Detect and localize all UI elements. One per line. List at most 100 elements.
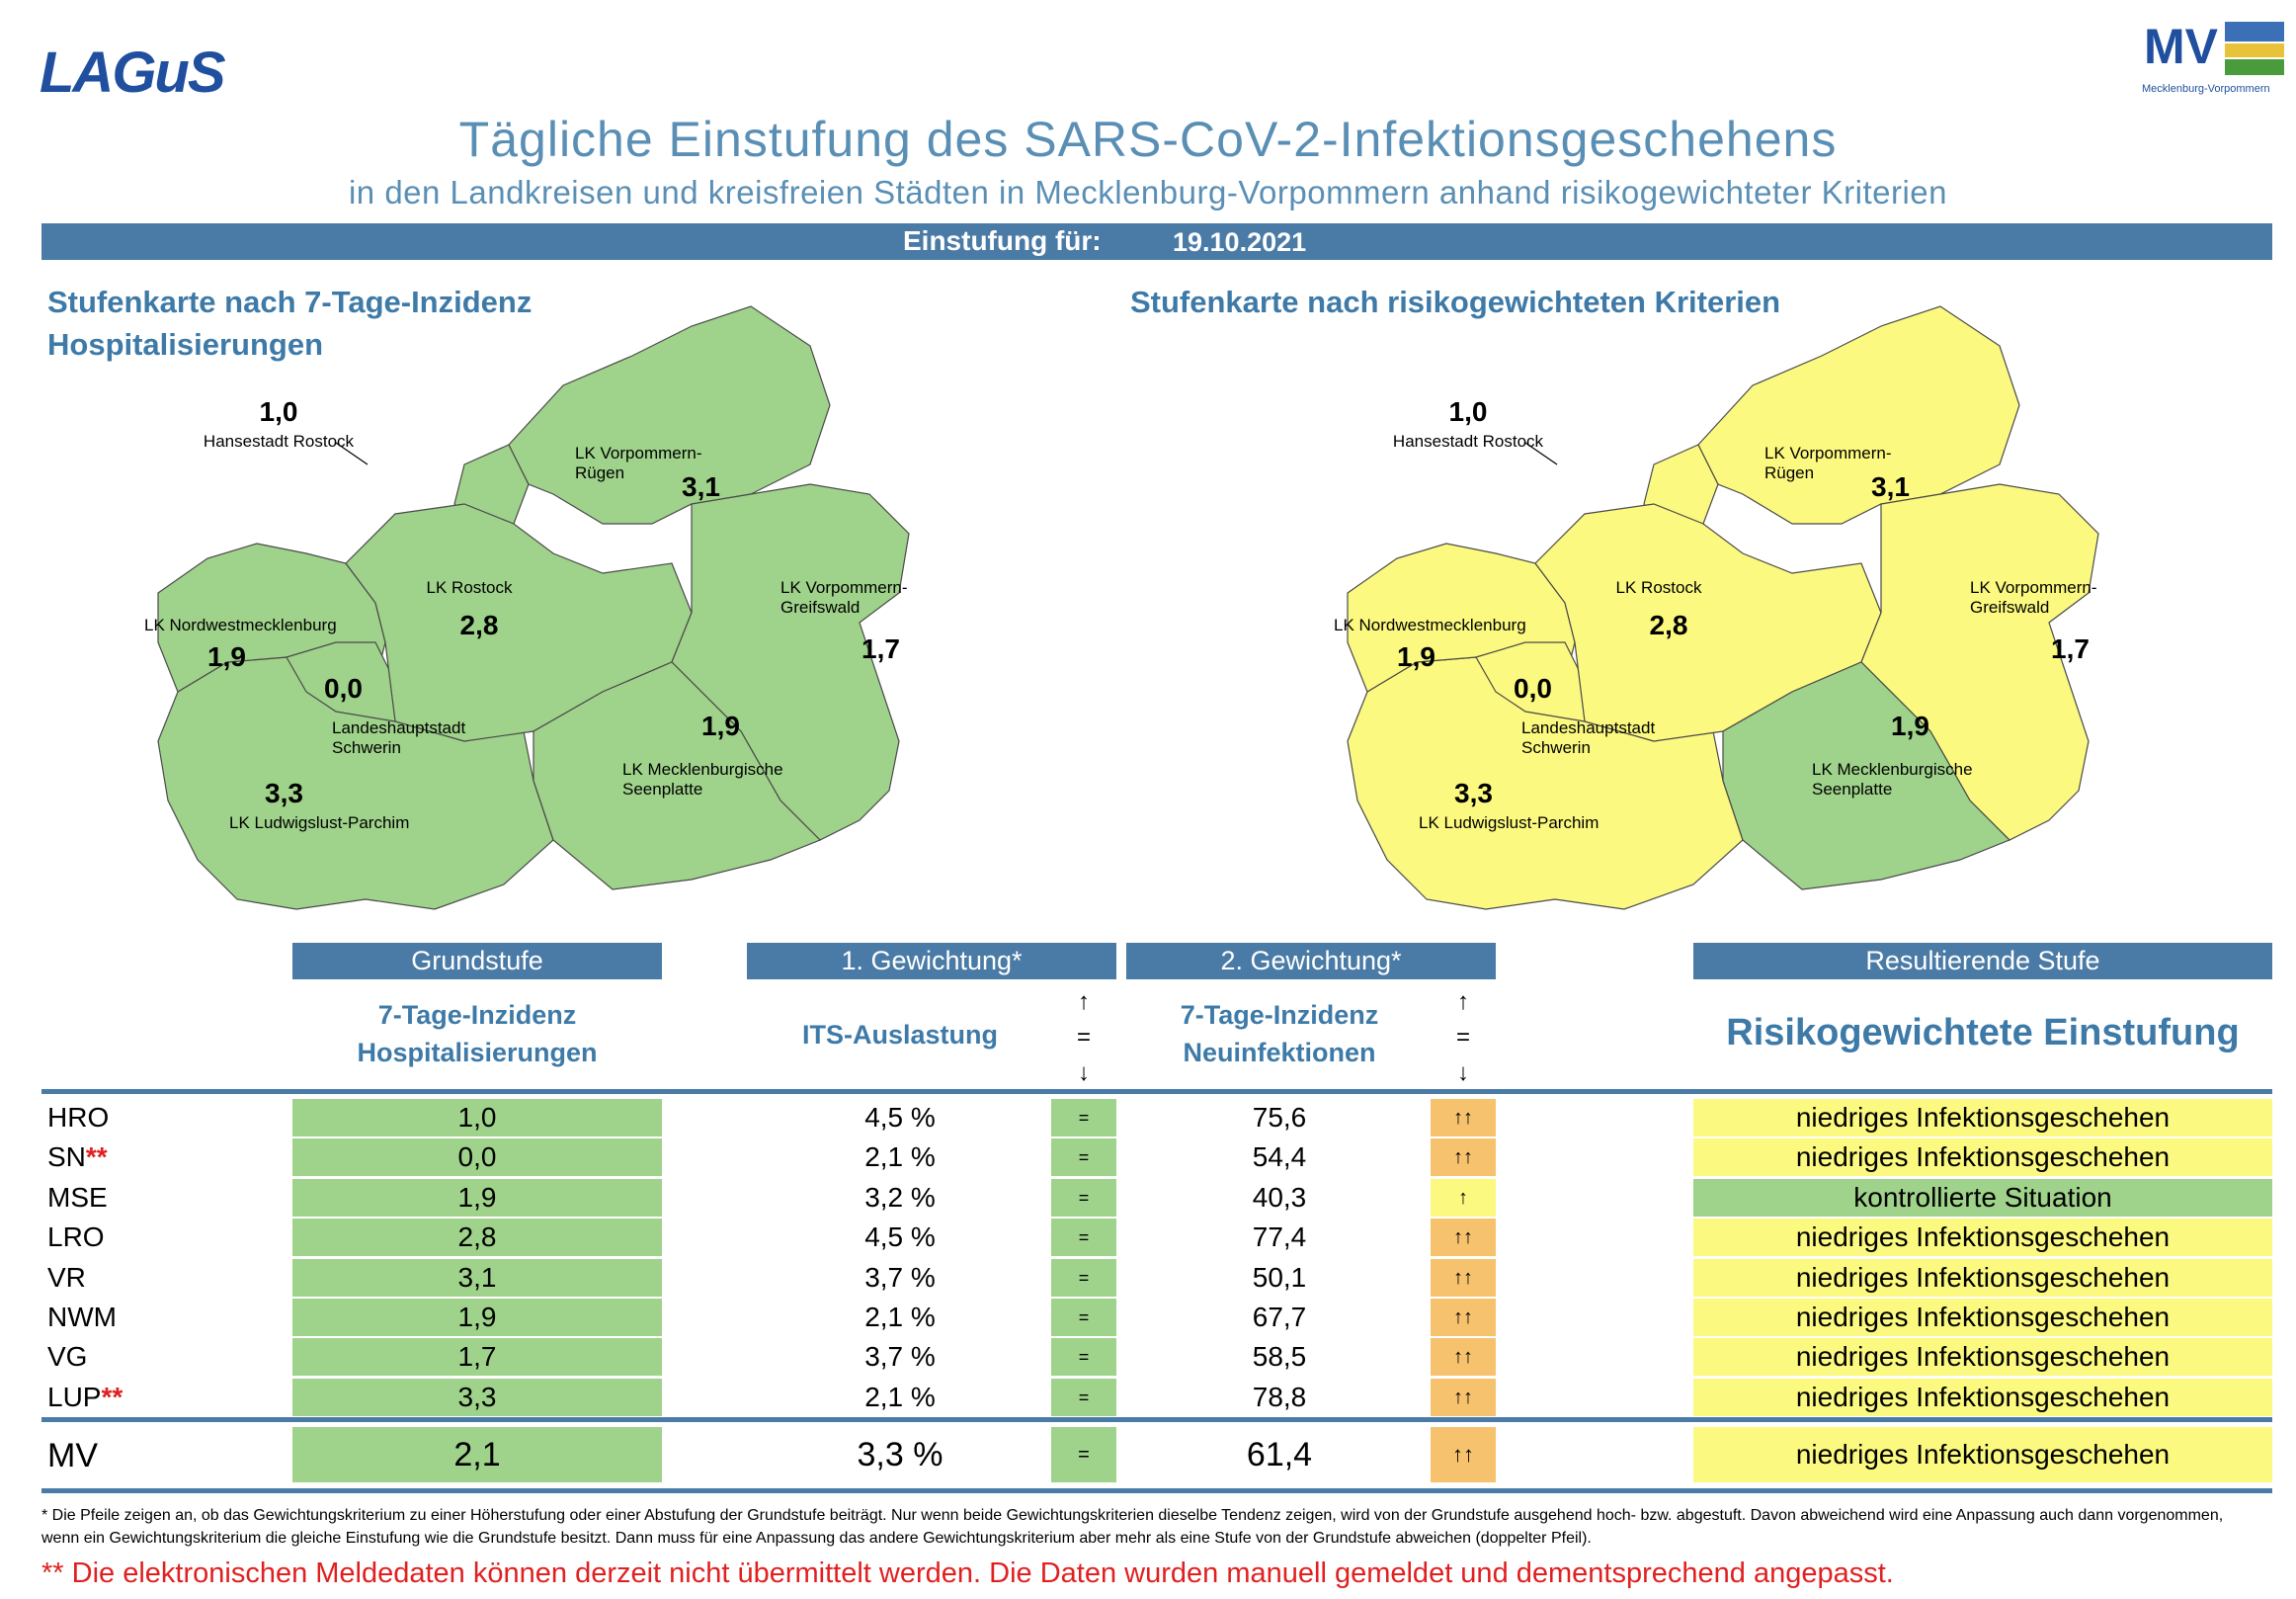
row-trend1: = [1051,1338,1116,1376]
row-result: kontrollierte Situation [1693,1179,2272,1217]
row-grund: 3,3 [292,1379,662,1416]
map-left-vg-name2: Greifswald [780,598,860,617]
arrow-down-1: ↓ [1078,1059,1090,1086]
row-its: 3,7 % [864,1262,936,1293]
row-inz: 67,7 [1252,1302,1307,1332]
row-trend2: ↑↑ [1431,1219,1496,1256]
row-trend1: = [1051,1379,1116,1416]
date-value: 19.10.2021 [1173,227,1307,257]
map-right-nwm-value: 1,9 [1397,641,1435,672]
row-inz: 77,4 [1252,1221,1307,1252]
mv-logo-icon [2225,22,2284,75]
map-right-sn-value: 0,0 [1514,673,1552,704]
row-trend1: = [1051,1259,1116,1297]
row-abbr: VG [47,1338,245,1376]
map-right-mse-value: 1,9 [1891,711,1929,741]
col-head-result: Resultierende Stufe [1693,943,2272,979]
row-trend1: = [1051,1138,1116,1176]
map-left-sn-name1: Landeshauptstadt [332,718,465,737]
row-abbr: HRO [47,1099,245,1136]
manual-note: ** Die elektronischen Meldedaten können … [41,1557,1894,1589]
row-abbr: SN** [47,1138,245,1176]
map-left-vr-name1: LK Vorpommern- [575,444,702,463]
row-trend2: ↑ [1431,1179,1496,1217]
row-trend1: = [1051,1099,1116,1136]
region-mse [533,661,822,890]
map-left: 1,0 Hansestadt Rostock LK Vorpommern- Rü… [144,305,910,910]
map-right-vr-name2: Rügen [1764,463,1814,482]
subhead-inz-line2: Neuinfektionen [1183,1038,1376,1067]
map-left-nwm-name: LK Nordwestmecklenburg [144,616,337,634]
total-grund: 2,1 [292,1427,662,1482]
map-left-vr-value: 3,1 [682,471,720,502]
row-trend2: ↑↑ [1431,1299,1496,1336]
row-result: niedriges Infektionsgeschehen [1693,1219,2272,1256]
date-bar: Einstufung für: 19.10.2021 [41,223,2272,260]
row-abbr-text: LUP [47,1382,102,1412]
map-left-lro-value: 2,8 [460,610,499,640]
row-its: 3,7 % [864,1341,936,1372]
row-abbr: MSE [47,1179,245,1217]
subhead-arrows-2: ↑ = ↓ [1446,984,1480,1091]
row-grund: 3,1 [292,1259,662,1297]
map-right-mse-name1: LK Mecklenburgische [1812,760,1973,779]
subhead-inz-line1: 7-Tage-Inzidenz [1180,1000,1379,1030]
row-inz: 40,3 [1252,1182,1307,1213]
row-abbr-star: ** [101,1382,123,1412]
row-its: 2,1 % [864,1302,936,1332]
map-right-nwm-name: LK Nordwestmecklenburg [1334,616,1526,634]
row-grund: 1,9 [292,1179,662,1217]
row-abbr-text: NWM [47,1302,117,1332]
map-right-sn-name1: Landeshauptstadt [1521,718,1655,737]
row-grund: 2,8 [292,1219,662,1256]
row-trend1: = [1051,1299,1116,1336]
row-abbr: LUP** [47,1379,245,1416]
subhead-its: ITS-Auslastung [801,1020,998,1050]
total-abbr: MV [47,1437,98,1474]
row-result: niedriges Infektionsgeschehen [1693,1379,2272,1416]
total-trend1: = [1051,1427,1116,1482]
total-trend2: ↑↑ [1431,1427,1496,1482]
arrow-down-2: ↓ [1457,1059,1469,1086]
map-right-vr-value: 3,1 [1871,471,1910,502]
subhead-arrows-1: ↑ = ↓ [1067,984,1101,1091]
map-right-vg-name2: Greifswald [1970,598,2049,617]
map-left-mse-name1: LK Mecklenburgische [622,760,783,779]
region-vr [508,305,831,525]
row-abbr-star: ** [85,1141,108,1172]
map-right-vr-name1: LK Vorpommern- [1764,444,1892,463]
row-abbr-text: LRO [47,1221,105,1252]
map-left-heading-line2: Hospitalisierungen [47,327,324,362]
row-inz: 58,5 [1252,1341,1307,1372]
row-its: 2,1 % [864,1382,936,1412]
subhead-grund-line2: Hospitalisierungen [357,1038,598,1067]
map-left-heading-line1: Stufenkarte nach 7-Tage-Inzidenz [47,285,533,319]
map-right: 1,0 Hansestadt Rostock LK Vorpommern- Rü… [1334,305,2099,910]
map-right-hro-value: 1,0 [1449,396,1488,427]
mv-logo-text: MV [2144,19,2218,74]
map-left-sn-value: 0,0 [324,673,363,704]
total-its: 3,3 % [857,1436,943,1473]
row-trend2: ↑↑ [1431,1338,1496,1376]
page-title: Tägliche Einstufung des SARS-CoV-2-Infek… [458,112,1838,167]
row-result: niedriges Infektionsgeschehen [1693,1099,2272,1136]
row-trend2: ↑↑ [1431,1138,1496,1176]
row-abbr-text: MSE [47,1182,108,1213]
row-trend2: ↑↑ [1431,1379,1496,1416]
map-left-vr-name2: Rügen [575,463,624,482]
table-bottom-rule [41,1488,2272,1493]
subhead-grundstufe: 7-Tage-Inzidenz Hospitalisierungen [292,996,662,1071]
map-right-regions [1347,305,2099,910]
table-total-rule [41,1417,2272,1422]
row-its: 2,1 % [864,1141,936,1172]
row-its: 4,5 % [864,1221,936,1252]
table-top-rule [41,1089,2272,1094]
map-left-lup-value: 3,3 [265,778,303,808]
row-abbr: LRO [47,1219,245,1256]
row-trend1: = [1051,1219,1116,1256]
row-grund: 1,9 [292,1299,662,1336]
map-right-vg-name1: LK Vorpommern- [1970,578,2097,597]
mv-logo: MV Mecklenburg-Vorpommern [2134,18,2284,95]
arrow-up-1: ↑ [1078,988,1090,1015]
row-grund: 0,0 [292,1138,662,1176]
